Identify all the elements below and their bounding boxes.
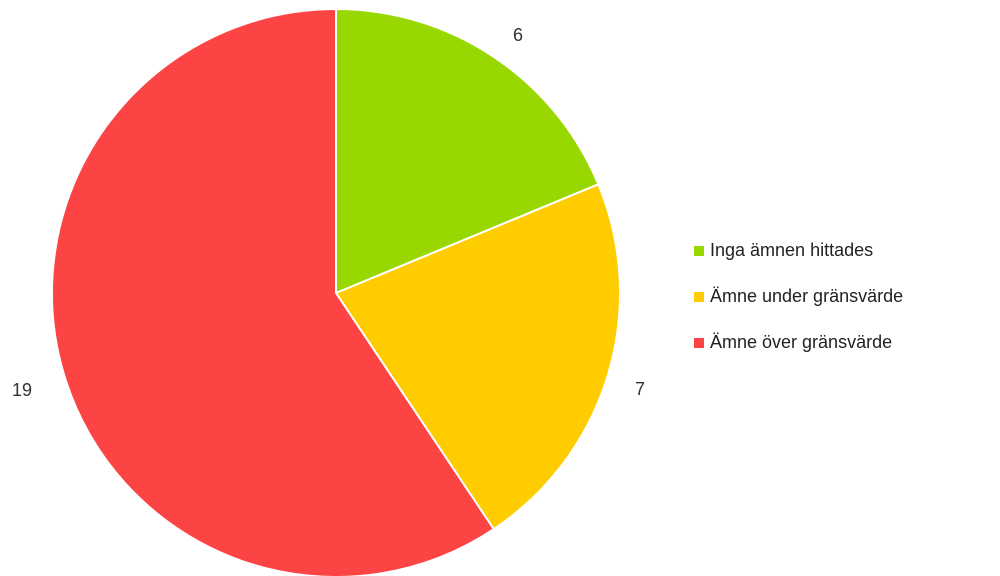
- legend-label-2: Ämne under gränsvärde: [710, 286, 903, 306]
- slice-data-label-3: 19: [12, 380, 32, 400]
- slice-data-label-2: 7: [635, 379, 645, 399]
- legend-label-3: Ämne över gränsvärde: [710, 332, 892, 352]
- slice-data-label-1: 6: [513, 25, 523, 45]
- legend: Inga ämnen hittades Ämne under gränsvärde…: [694, 240, 903, 352]
- pie-slices: [52, 9, 620, 576]
- legend-label-1: Inga ämnen hittades: [710, 240, 873, 260]
- legend-swatch-2: [694, 292, 704, 302]
- legend-swatch-3: [694, 338, 704, 348]
- legend-swatch-1: [694, 246, 704, 256]
